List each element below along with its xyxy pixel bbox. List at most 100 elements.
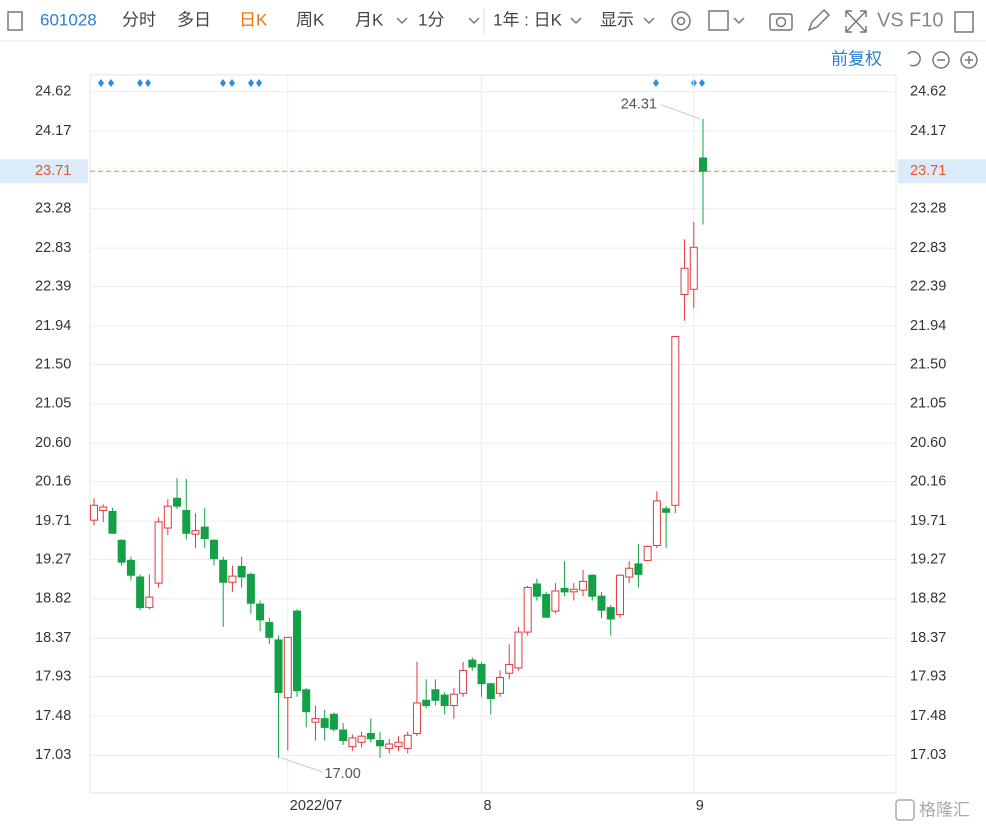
candle: [200, 507, 209, 549]
sidebar-toggle[interactable]: [7, 11, 23, 31]
candle-body: [228, 575, 237, 583]
x-tick-label: 8: [484, 798, 492, 814]
annotation-leader: [660, 104, 701, 120]
candle-body: [459, 670, 468, 694]
period-select[interactable]: 1年 : 日K: [493, 10, 563, 29]
settings-icon[interactable]: [671, 11, 691, 31]
y-tick-label-right: 24.17: [910, 123, 946, 139]
pen-icon[interactable]: [807, 8, 831, 32]
y-tick-label-right: 21.94: [910, 318, 946, 334]
candle: [163, 499, 172, 536]
undo-icon[interactable]: [907, 51, 921, 67]
candle-body: [311, 718, 320, 723]
chevron: [396, 17, 408, 25]
candle-body: [542, 593, 551, 618]
candle-body: [256, 603, 265, 621]
candle-body: [440, 694, 449, 707]
annotation-label: 24.31: [621, 97, 657, 113]
candle: [459, 661, 468, 697]
adjust-select[interactable]: 前复权: [831, 49, 882, 68]
plot-frame: [89, 74, 897, 794]
candle: [560, 561, 569, 597]
candle: [412, 661, 421, 737]
candle-body: [606, 607, 615, 620]
y-tick-label: 20.16: [35, 473, 71, 489]
y-tick-label: 17.03: [35, 747, 71, 763]
candle: [440, 692, 449, 715]
candle: [154, 517, 163, 588]
candle: [145, 574, 154, 610]
candle-body: [348, 737, 357, 748]
zoom-out-icon[interactable]: [932, 51, 950, 69]
tab[interactable]: 月K: [355, 10, 384, 29]
candle: [449, 688, 458, 719]
candle: [302, 688, 311, 728]
tab[interactable]: 多日: [177, 10, 211, 29]
candle-body: [283, 636, 292, 699]
candle-body: [108, 510, 117, 534]
candle-body: [505, 663, 514, 674]
camera-icon[interactable]: [769, 13, 793, 31]
watermark-logo: [895, 799, 915, 821]
x-tick-label: 2022/07: [290, 798, 342, 814]
candle: [108, 507, 117, 534]
y-tick-label-right: 24.62: [910, 83, 946, 99]
candle-body: [320, 718, 329, 728]
candle-body: [486, 683, 495, 700]
candle: [320, 709, 329, 741]
candle: [90, 498, 98, 526]
x-tick-label: 9: [696, 798, 704, 814]
fullscreen-icon[interactable]: [845, 10, 867, 33]
candle: [634, 543, 643, 588]
candle-body: [329, 713, 338, 730]
y-tick-label: 17.48: [35, 708, 71, 724]
candle-body: [671, 335, 680, 506]
tab-active[interactable]: 日K: [239, 10, 268, 29]
candle: [477, 661, 486, 697]
candle-body: [237, 565, 246, 578]
candle: [699, 118, 707, 225]
tab[interactable]: 周K: [296, 10, 325, 29]
candle-body: [136, 576, 145, 609]
candle: [486, 682, 495, 715]
y-tick-label-right: 19.27: [910, 551, 946, 567]
tab[interactable]: 1分: [418, 10, 444, 29]
candle: [514, 626, 523, 671]
candle: [394, 736, 403, 752]
candle: [99, 504, 108, 522]
candle: [422, 679, 431, 709]
chevron: [570, 17, 582, 25]
candle-body: [376, 740, 385, 747]
candle: [385, 738, 394, 754]
event-marker[interactable]: [98, 79, 705, 87]
vs-button[interactable]: VS: [877, 9, 904, 31]
candle: [329, 712, 338, 732]
candle: [680, 239, 689, 321]
settings-icon-core: [676, 16, 686, 26]
candle-body: [551, 590, 560, 612]
candle-body: [468, 659, 477, 668]
panel-icon[interactable]: [954, 11, 974, 33]
candle-body: [90, 504, 98, 521]
candle: [569, 583, 578, 601]
zoom-in-plus: [965, 56, 973, 64]
zoom-in-icon[interactable]: [960, 51, 978, 69]
display-select[interactable]: 显示: [600, 10, 634, 29]
candle-body: [579, 580, 588, 591]
candle: [237, 556, 246, 588]
watermark: 格隆汇: [919, 800, 970, 819]
square-icon[interactable]: [708, 10, 729, 31]
price-highlight: [898, 159, 986, 184]
candle: [293, 609, 301, 697]
y-tick-label-right: 22.39: [910, 278, 946, 294]
candle: [256, 600, 265, 632]
event-markers: [98, 79, 705, 87]
f10-button[interactable]: F10: [909, 9, 943, 31]
tab[interactable]: 分时: [122, 10, 156, 29]
candle-body: [588, 574, 597, 597]
y-tick-label-right: 21.50: [910, 356, 946, 372]
candle: [274, 635, 283, 759]
candle-body: [615, 574, 624, 616]
candle: [126, 556, 135, 581]
candle-body: [145, 596, 154, 609]
